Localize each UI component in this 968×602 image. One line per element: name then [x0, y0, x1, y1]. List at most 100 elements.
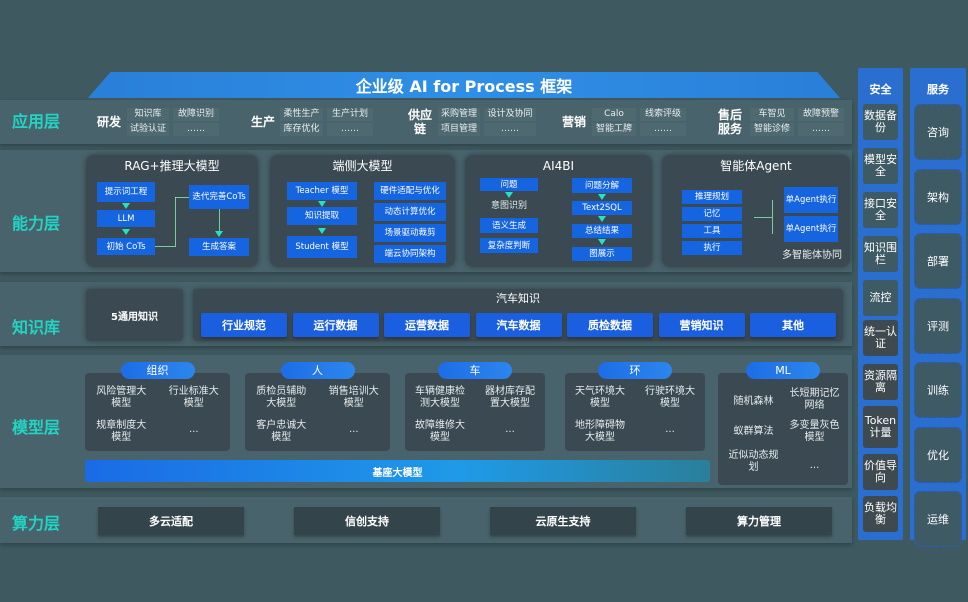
app-item: 生产计划	[327, 108, 373, 121]
service-item: 运维	[914, 491, 962, 547]
ai4bi-item: 语义生成	[480, 218, 538, 233]
edge-item: 动态计算优化	[374, 203, 446, 221]
app-item: 柔性生产	[280, 108, 323, 121]
model-group-pill: 车	[438, 362, 512, 379]
app-layer-band	[0, 100, 852, 144]
compute-item: 多云适配	[98, 507, 244, 535]
rag-panel: RAG+推理大模型 提示词工程 LLM 初始 CoTs 迭代完善CoTs 生成答…	[86, 155, 258, 267]
model-group-panel	[565, 373, 705, 451]
model-item: 近似动态规划	[728, 450, 779, 473]
app-item: 试验认证	[127, 123, 169, 136]
agent-item: 单Agent执行	[784, 216, 838, 242]
app-item: ……	[640, 123, 686, 136]
security-item: 价值导向	[863, 454, 898, 490]
general-knowledge: 5通用知识	[86, 289, 183, 341]
model-group-pill: 人	[280, 362, 355, 379]
model-item: 地形障碍物大模型	[575, 420, 625, 443]
knowledge-item[interactable]: 质检数据	[567, 313, 653, 337]
edge-item: 场景驱动裁剪	[374, 224, 446, 242]
model-group-panel	[245, 373, 390, 451]
ai4bi-item: 总结结果	[572, 224, 632, 238]
app-item: 智能工牌	[592, 123, 636, 136]
app-item: 线索评级	[640, 108, 686, 121]
security-item: 模型安全	[863, 148, 898, 184]
rag-item: 生成答案	[189, 238, 249, 256]
app-item: 知识库	[127, 108, 169, 121]
app-item: 智能诊修	[750, 123, 794, 136]
model-item: 销售培训大模型	[328, 386, 379, 409]
rag-item: 提示词工程	[97, 182, 155, 202]
model-item: 天气环境大模型	[575, 386, 625, 409]
app-group-label: 售后服务	[717, 108, 742, 136]
model-item: 风险管理大模型	[96, 386, 147, 409]
edge-title: 端侧大模型	[332, 159, 393, 173]
framework-title: 企业级 AI for Process 框架	[88, 72, 840, 98]
edge-item: 知识提取	[287, 207, 357, 225]
connector-line	[155, 246, 175, 247]
model-item: 行驶环境大模型	[645, 386, 695, 409]
rag-item: 初始 CoTs	[97, 238, 155, 255]
security-item: 数据备份	[863, 104, 898, 140]
arrow-down-icon	[505, 192, 513, 198]
security-item: 知识围栏	[863, 236, 898, 272]
app-item: 车智见	[750, 108, 794, 121]
compute-item: 云原生支持	[490, 507, 636, 535]
app-item: 故障识别	[173, 108, 219, 121]
compute-item: 信创支持	[294, 507, 440, 535]
service-item: 训练	[914, 362, 962, 418]
agent-item: 单Agent执行	[784, 187, 838, 213]
layer-label-ability: 能力层	[12, 214, 61, 233]
agent-item: 记忆	[682, 207, 742, 221]
edge-item: 硬件适配与优化	[374, 182, 446, 200]
edge-item: Teacher 模型	[287, 182, 357, 200]
ai4bi-item: 问题分解	[572, 178, 632, 193]
ai4bi-item: 图展示	[572, 247, 632, 261]
model-item: 多变量灰色模型	[789, 420, 840, 443]
model-item: 客户忠诚大模型	[256, 420, 307, 443]
connector-line	[175, 197, 176, 247]
model-item: 规章制度大模型	[96, 420, 147, 443]
compute-item: 算力管理	[686, 507, 832, 535]
agent-item: 工具	[682, 224, 742, 238]
knowledge-item[interactable]: 营销知识	[658, 313, 745, 337]
app-item: Calo	[592, 108, 636, 121]
service-item: 优化	[914, 426, 962, 483]
app-group-label: 研发	[96, 115, 121, 129]
layer-label-model: 模型层	[12, 418, 61, 437]
knowledge-item[interactable]: 汽车数据	[475, 313, 562, 337]
security-title: 安全	[869, 83, 892, 96]
edge-item: Student 模型	[287, 236, 357, 258]
knowledge-item[interactable]: 运行数据	[292, 313, 379, 337]
arrow-down-icon	[122, 229, 130, 235]
rag-item: LLM	[97, 210, 155, 227]
app-item: ……	[327, 123, 373, 136]
layer-label-compute: 算力层	[12, 514, 61, 533]
agent-panel: 智能体Agent 推理规划 记忆 工具 执行 单Agent执行 单Agent执行…	[662, 155, 850, 267]
model-item: 行业标准大模型	[168, 386, 219, 409]
ai4bi-item: 复杂度判断	[480, 238, 538, 253]
model-item: 器材库存配置大模型	[485, 386, 535, 409]
edge-item: 端云协同架构	[374, 245, 446, 263]
app-item: 故障预警	[798, 108, 844, 121]
model-item: ...	[665, 424, 675, 435]
service-item: 评测	[914, 297, 962, 354]
agent-footer: 多智能体协同	[782, 250, 842, 261]
connector-line	[754, 217, 772, 218]
knowledge-item[interactable]: 运营数据	[384, 313, 470, 337]
app-item: ……	[484, 123, 536, 136]
ai4bi-item: Text2SQL	[572, 201, 632, 215]
knowledge-item[interactable]: 行业规范	[201, 313, 287, 337]
base-model-bar: 基座大模型	[85, 460, 710, 482]
arrow-down-icon	[598, 239, 606, 245]
model-group-panel	[405, 373, 545, 451]
service-item: 咨询	[914, 104, 962, 160]
security-item: 资源隔离	[863, 364, 898, 400]
ai4bi-panel: AI4BI 问题 意图识别 语义生成 复杂度判断 问题分解 Text2SQL 总…	[465, 155, 652, 267]
knowledge-item[interactable]: 其他	[750, 313, 836, 337]
ai4bi-title: AI4BI	[542, 159, 575, 173]
app-group-label: 营销	[561, 115, 586, 129]
app-item: 库存优化	[280, 123, 323, 136]
agent-item: 推理规划	[682, 190, 742, 204]
layer-label-app: 应用层	[12, 112, 61, 131]
model-item: 蚁群算法	[733, 426, 774, 437]
